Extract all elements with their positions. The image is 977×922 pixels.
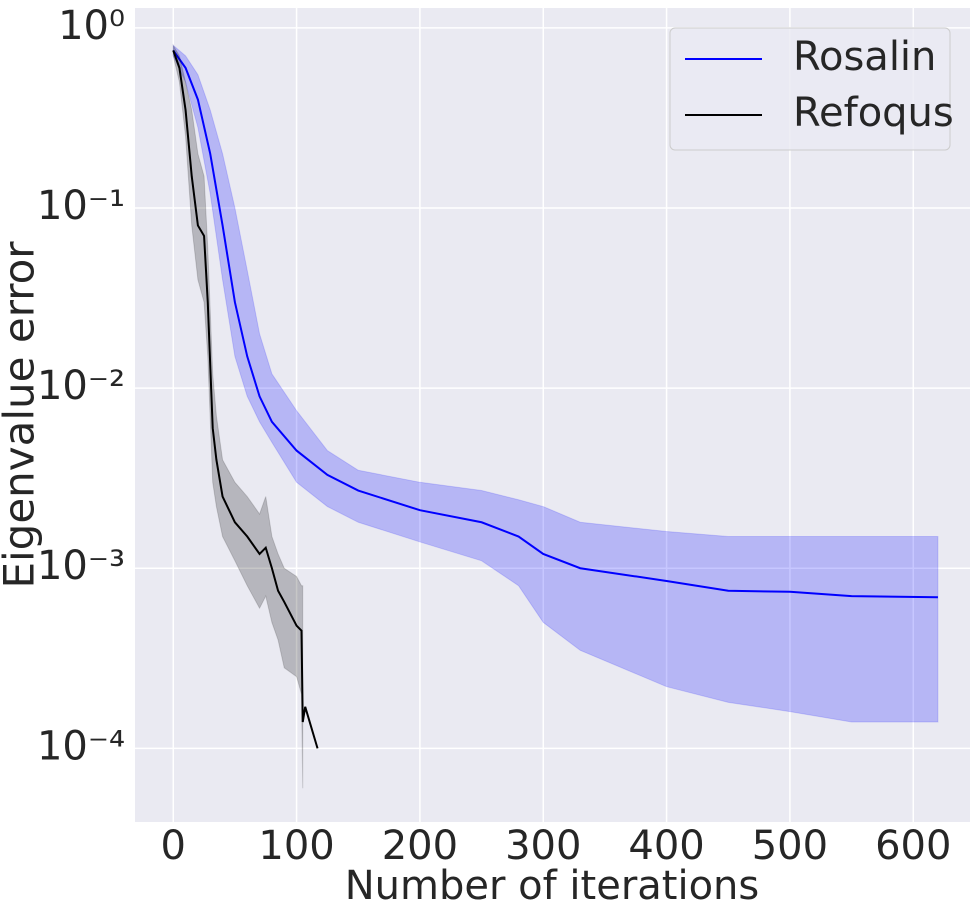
series-line bbox=[172, 50, 319, 749]
y-tick-label: 10⁻³ bbox=[37, 543, 125, 589]
y-tick-label: 10⁻² bbox=[37, 363, 125, 409]
x-tick-label: 100 bbox=[258, 823, 334, 869]
x-tick-label: 0 bbox=[161, 823, 186, 869]
y-tick-label: 10⁻⁴ bbox=[37, 723, 125, 769]
x-tick-label: 300 bbox=[505, 823, 581, 869]
x-tick-label: 600 bbox=[875, 823, 951, 869]
legend-label: Refoqus bbox=[793, 90, 954, 136]
legend-label: Rosalin bbox=[793, 34, 936, 80]
confidence-band bbox=[172, 44, 939, 723]
y-tick-label: 10⁰ bbox=[58, 3, 125, 49]
x-axis-label: Number of iterations bbox=[345, 863, 760, 909]
y-axis-label: Eigenvalue error bbox=[0, 241, 44, 589]
series-line bbox=[172, 49, 938, 599]
x-tick-label: 500 bbox=[752, 823, 828, 869]
x-tick-label: 200 bbox=[382, 823, 458, 869]
y-tick-label: 10⁻¹ bbox=[37, 183, 125, 229]
confidence-band bbox=[172, 43, 304, 789]
x-tick-label: 400 bbox=[628, 823, 704, 869]
